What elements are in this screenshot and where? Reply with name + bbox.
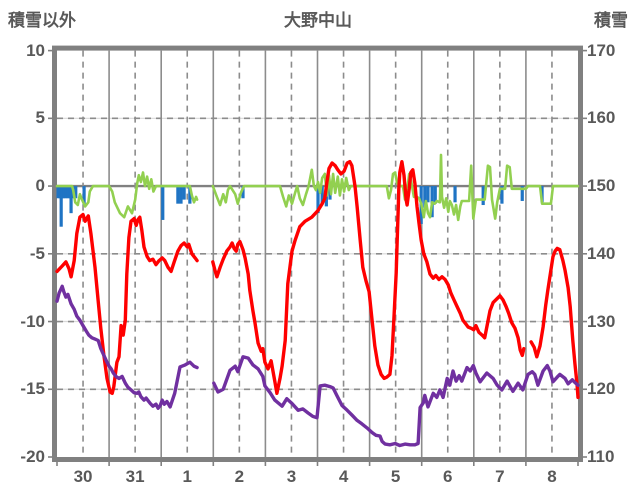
- red-line: [55, 212, 199, 395]
- x-axis-tick-label: 30: [73, 467, 93, 486]
- right-axis-tick-label: 150: [587, 176, 616, 196]
- x-axis-tick-label: 7: [495, 467, 505, 486]
- blue-bars: [59, 186, 63, 227]
- blue-bars: [453, 186, 457, 203]
- blue-bars: [179, 186, 183, 204]
- blue-bars: [69, 186, 73, 214]
- purple-line: [212, 355, 580, 448]
- blue-bars: [433, 186, 437, 204]
- left-axis-tick-label: -10: [20, 311, 45, 331]
- x-axis-tick-label: 3: [286, 467, 297, 486]
- x-axis-tick-label: 1: [182, 467, 192, 486]
- right-axis-tick-label: 160: [587, 108, 616, 128]
- blue-bars: [56, 186, 60, 199]
- blue-bars: [481, 186, 485, 206]
- blue-bars: [176, 186, 180, 204]
- blue-bars: [62, 186, 66, 199]
- blue-bars: [182, 186, 186, 200]
- blue-bars: [316, 186, 320, 214]
- x-axis-tick-label: 2: [234, 467, 245, 486]
- blue-bars: [161, 186, 165, 220]
- left-axis-tick-label: 10: [26, 40, 45, 60]
- blue-bars: [423, 186, 427, 208]
- x-axis-tick-label: 31: [125, 467, 145, 486]
- blue-bars: [320, 186, 324, 204]
- blue-bars: [520, 186, 524, 201]
- left-axis-tick-label: -20: [20, 447, 45, 466]
- blue-bars: [82, 186, 86, 206]
- blue-bars: [74, 186, 78, 199]
- chart-title: 大野中山: [284, 11, 352, 30]
- blue-bars: [66, 186, 70, 199]
- blue-bars: [500, 186, 504, 204]
- left-axis-tick-label: 5: [35, 108, 45, 128]
- left-axis-title: 積雪以外: [8, 11, 76, 30]
- left-axis-tick-label: 0: [35, 176, 45, 196]
- green-line: [55, 171, 199, 219]
- x-axis-tick-label: 8: [547, 467, 557, 486]
- purple-line: [55, 284, 199, 410]
- x-axis-tick-label: 5: [390, 467, 401, 486]
- red-line: [529, 246, 580, 400]
- x-axis-tick-label: 4: [338, 467, 349, 486]
- right-axis-title: 積雪: [594, 11, 628, 30]
- right-axis-tick-label: 130: [587, 311, 616, 331]
- blue-bars: [188, 186, 192, 204]
- red-line: [211, 160, 526, 395]
- right-axis-tick-label: 140: [587, 243, 616, 263]
- blue-bars: [64, 186, 68, 199]
- right-axis-tick-label: 110: [587, 447, 615, 466]
- right-axis-tick-label: 170: [587, 40, 616, 60]
- x-axis-tick-label: 6: [443, 467, 453, 486]
- left-axis-tick-label: -15: [20, 379, 45, 399]
- left-axis-tick-label: -5: [29, 243, 45, 263]
- blue-bars: [426, 186, 430, 203]
- right-axis-tick-label: 120: [587, 379, 616, 399]
- blue-bars: [241, 186, 245, 199]
